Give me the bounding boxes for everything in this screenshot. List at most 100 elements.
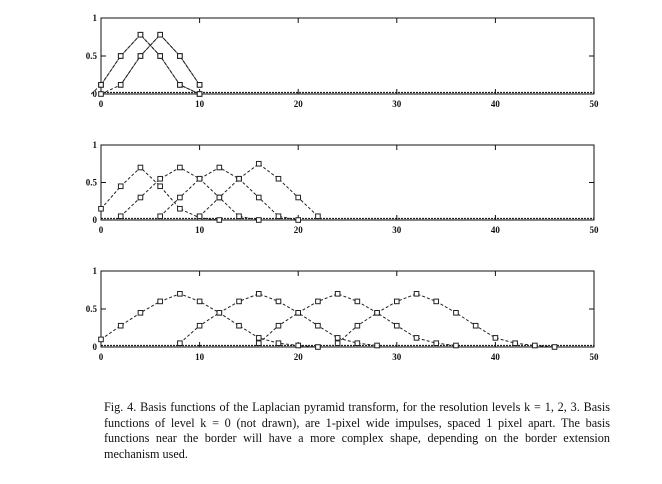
data-point — [512, 340, 518, 346]
data-point — [196, 91, 203, 97]
data-point — [492, 335, 499, 341]
data-point — [334, 340, 341, 346]
data-point — [177, 340, 183, 346]
data-point — [117, 183, 124, 190]
series-line — [100, 166, 220, 221]
data-point — [275, 298, 282, 305]
data-point — [98, 82, 104, 88]
x-tick-label: 40 — [491, 99, 501, 109]
data-point — [177, 205, 183, 212]
data-point — [334, 335, 341, 341]
data-point — [157, 213, 163, 220]
x-tick-label: 10 — [195, 225, 205, 235]
data-point — [275, 340, 282, 346]
data-point — [295, 194, 301, 201]
y-tick-label: 1 — [93, 266, 98, 276]
x-tick-label: 50 — [590, 225, 600, 235]
data-point — [157, 183, 163, 190]
data-point — [216, 217, 223, 223]
data-point — [196, 82, 203, 88]
data-point — [315, 322, 321, 329]
data-point — [275, 213, 282, 220]
data-point — [354, 340, 361, 346]
data-point — [117, 213, 124, 220]
x-tick-label: 50 — [590, 99, 600, 109]
data-point — [236, 213, 242, 220]
data-point — [295, 217, 301, 223]
y-tick-label: 0 — [93, 215, 98, 225]
series-line — [120, 33, 201, 86]
data-point — [117, 53, 124, 59]
y-tick-label: 1 — [93, 140, 98, 150]
series-line — [159, 166, 299, 221]
data-point — [137, 310, 144, 316]
data-point — [413, 291, 420, 297]
x-tick-label: 30 — [392, 99, 402, 109]
data-point — [157, 175, 163, 182]
data-point — [315, 298, 321, 305]
x-tick-label: 30 — [392, 352, 402, 362]
data-point — [394, 298, 400, 305]
x-tick-label: 0 — [99, 99, 104, 109]
data-point — [275, 322, 282, 329]
data-point — [433, 340, 440, 346]
x-tick-label: 20 — [294, 99, 304, 109]
data-point — [236, 175, 242, 182]
data-point — [315, 213, 321, 220]
data-point — [137, 31, 144, 38]
data-point — [137, 53, 144, 59]
figure-caption: Fig. 4. Basis functions of the Laplacian… — [104, 400, 610, 461]
plot-frame — [100, 17, 595, 95]
data-point — [255, 194, 262, 201]
data-point — [177, 53, 183, 59]
x-tick-label: 10 — [195, 352, 205, 362]
data-point — [236, 298, 242, 305]
data-point — [196, 298, 203, 305]
data-point — [177, 194, 183, 201]
y-tick-label: 0 — [93, 89, 98, 99]
y-tick-label: 1 — [93, 13, 98, 23]
data-point — [98, 205, 104, 212]
data-point — [255, 340, 262, 346]
data-point — [177, 82, 183, 88]
series-line — [199, 163, 319, 217]
series-line — [258, 293, 457, 346]
data-point — [255, 291, 262, 297]
data-point — [117, 82, 124, 88]
y-tick-label: 0.5 — [86, 304, 98, 314]
x-tick-label: 40 — [491, 225, 501, 235]
data-point — [295, 310, 301, 316]
data-point — [216, 164, 223, 171]
series-line — [179, 293, 378, 346]
x-tick-label: 30 — [392, 225, 402, 235]
data-point — [196, 213, 203, 220]
x-tick-label: 20 — [294, 352, 304, 362]
data-point — [354, 322, 361, 329]
data-point — [295, 342, 301, 349]
data-point — [196, 322, 203, 329]
data-point — [532, 342, 538, 349]
y-tick-label: 0 — [93, 342, 98, 352]
data-point — [453, 342, 459, 349]
series-line — [100, 33, 200, 95]
data-point — [255, 335, 262, 341]
data-point — [413, 335, 420, 341]
data-point — [157, 53, 163, 59]
data-point — [275, 175, 282, 182]
data-point — [216, 194, 223, 201]
data-point — [354, 298, 361, 305]
data-point — [157, 298, 163, 305]
data-point — [157, 31, 163, 38]
series-line — [337, 293, 555, 348]
x-tick-label: 0 — [99, 225, 104, 235]
x-tick-label: 0 — [99, 352, 104, 362]
x-tick-label: 40 — [491, 352, 501, 362]
x-tick-label: 10 — [195, 99, 205, 109]
data-point — [374, 342, 380, 349]
data-point — [137, 194, 144, 201]
series-line — [90, 33, 200, 95]
data-point — [177, 291, 183, 297]
data-point — [334, 291, 341, 297]
data-point — [315, 344, 321, 350]
